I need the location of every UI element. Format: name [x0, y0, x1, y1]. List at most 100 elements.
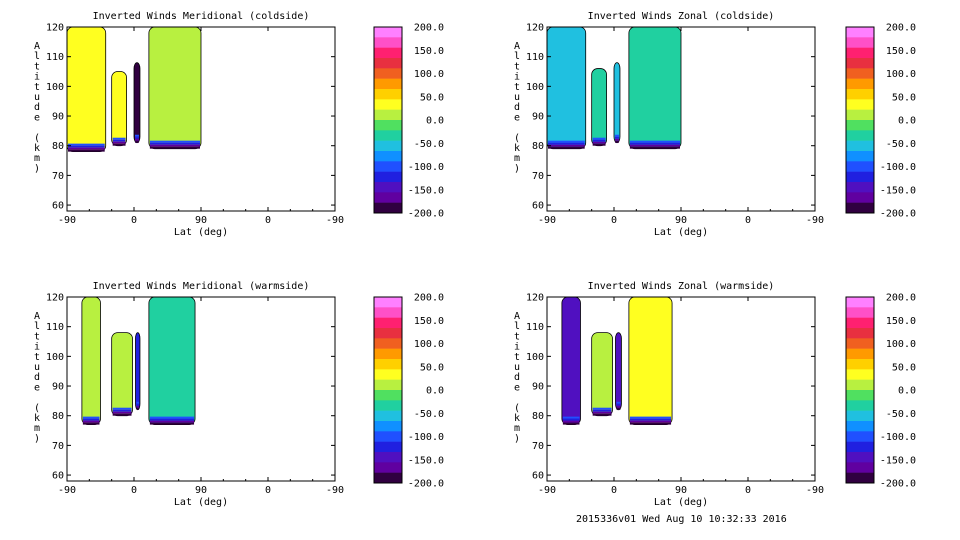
y-tick-label: 60 — [532, 201, 544, 212]
contour-region — [135, 332, 141, 411]
chart-title: Inverted Winds Meridional (warmside) — [93, 281, 310, 292]
contour-band — [629, 416, 672, 419]
colorbar-label: 200.0 — [414, 293, 444, 304]
colorbar-label: -100.0 — [880, 432, 916, 443]
contour-band — [149, 140, 200, 143]
contour-region — [591, 68, 607, 147]
colorbar-label: -100.0 — [408, 432, 444, 443]
chart-title: Inverted Winds Zonal (warmside) — [588, 281, 775, 292]
colorbar-frame — [373, 296, 403, 484]
colorbar-segment — [846, 140, 874, 152]
colorbar-segment — [374, 297, 402, 308]
contour-band — [135, 138, 139, 141]
contour-band — [616, 401, 621, 404]
y-tick-label: 80 — [52, 141, 64, 152]
y-tick-label: 90 — [52, 112, 64, 123]
contour-band — [136, 405, 139, 408]
colorbar-label: -150.0 — [880, 455, 916, 466]
contour-band — [562, 416, 580, 419]
x-axis-label: Lat (deg) — [654, 497, 708, 508]
colorbar-segment — [846, 78, 874, 90]
colorbar-segment — [846, 58, 874, 69]
contour-region — [148, 296, 196, 426]
y-tick-label: 80 — [532, 141, 544, 152]
colorbar-segment — [374, 452, 402, 463]
y-tick-label: 110 — [46, 52, 64, 63]
colorbar-segment — [846, 297, 874, 308]
contour-band — [592, 137, 606, 140]
colorbar-segment — [374, 58, 402, 69]
colorbar-label: -150.0 — [408, 455, 444, 466]
x-tick-label: 0 — [745, 215, 751, 226]
y-tick-label: 100 — [526, 352, 544, 363]
colorbar-segment — [846, 431, 874, 442]
contour-band — [136, 407, 139, 410]
colorbar-segment — [846, 171, 874, 183]
colorbar-label: 100.0 — [414, 69, 444, 80]
colorbar-segment — [374, 317, 402, 329]
figure-footer: 2015336v01 Wed Aug 10 10:32:33 2016 — [576, 514, 787, 525]
colorbar-segment — [374, 161, 402, 172]
colorbar-segment — [846, 390, 874, 401]
colorbar-label: 200.0 — [886, 293, 916, 304]
contour-band — [616, 405, 621, 408]
y-tick-label: 60 — [52, 471, 64, 482]
contour-band — [592, 411, 612, 414]
y-tick-label: 90 — [532, 382, 544, 393]
contour-region — [628, 296, 673, 426]
y-tick-label: 100 — [46, 352, 64, 363]
colorbar-segment — [846, 452, 874, 463]
contour-band — [629, 420, 672, 423]
colorbar-label: 50.0 — [892, 362, 916, 373]
colorbar-label: -50.0 — [886, 139, 916, 150]
contour-band — [548, 140, 585, 143]
colorbar-segment — [846, 421, 874, 432]
contour-band — [592, 409, 612, 412]
colorbar-label: 50.0 — [420, 362, 444, 373]
colorbar-label: -50.0 — [886, 409, 916, 420]
contour-band — [562, 418, 580, 421]
colorbar-segment — [374, 421, 402, 432]
colorbar-segment — [846, 462, 874, 473]
colorbar-segment — [846, 369, 874, 380]
chart-panel-3: Inverted Winds Meridional (warmside) -90 0… — [34, 281, 444, 508]
colorbar-segment — [374, 431, 402, 442]
contour-band — [629, 144, 680, 147]
colorbar-segment — [846, 379, 874, 391]
y-tick-label: 110 — [46, 322, 64, 333]
colorbar-label: 200.0 — [886, 23, 916, 34]
contour-band — [82, 418, 100, 421]
y-tick-label: 90 — [532, 112, 544, 123]
colorbar-label: -200.0 — [880, 209, 916, 220]
contour-band — [592, 413, 612, 416]
colorbar-segment — [846, 338, 874, 349]
y-tick-label: 80 — [52, 411, 64, 422]
contour-band — [135, 134, 139, 137]
contour-region — [613, 62, 621, 144]
y-tick-label: 70 — [52, 441, 64, 452]
contour-band — [112, 413, 132, 416]
y-tick-label: 100 — [526, 82, 544, 93]
colorbar-label: -200.0 — [880, 479, 916, 490]
colorbar-segment — [846, 109, 874, 121]
colorbar-label: 100.0 — [414, 339, 444, 350]
colorbar-segment — [374, 359, 402, 370]
contour-band — [149, 146, 200, 149]
contour-band — [112, 409, 132, 412]
y-tick-label: 120 — [46, 23, 64, 34]
contour-band — [629, 146, 680, 149]
colorbar-frame — [845, 296, 875, 484]
colorbar-label: 150.0 — [886, 316, 916, 327]
x-tick-label: 0 — [265, 485, 271, 496]
y-tick-label: 60 — [52, 201, 64, 212]
x-tick-label: 0 — [265, 215, 271, 226]
contour-band — [616, 407, 621, 410]
colorbar: 200.0 150.0 100.0 50.0 0.0 -50.0 -100.0 -150.0 -… — [845, 293, 916, 490]
y-tick-label: 70 — [532, 441, 544, 452]
chart-panel-2: Inverted Winds Zonal (coldside) -90 0 90 0 -9… — [514, 11, 916, 238]
contour-band — [82, 420, 100, 423]
contour-band — [112, 143, 126, 146]
colorbar: 200.0 150.0 100.0 50.0 0.0 -50.0 -100.0 -150.0 -… — [845, 23, 916, 220]
